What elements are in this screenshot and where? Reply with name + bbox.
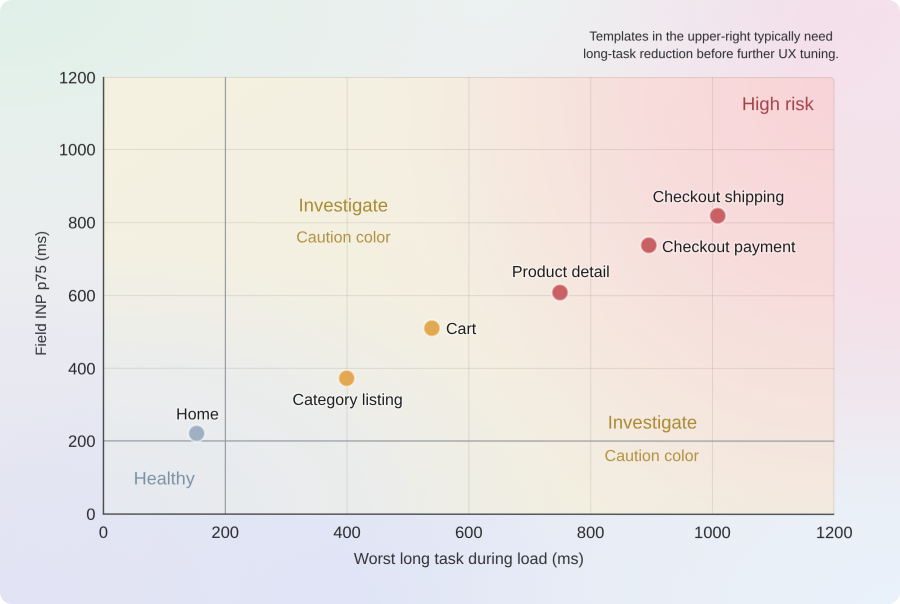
svg-text:Investigate: Investigate	[608, 411, 697, 432]
svg-text:1200: 1200	[59, 69, 96, 87]
svg-text:Product detail: Product detail	[512, 264, 610, 281]
svg-text:Checkout shipping: Checkout shipping	[653, 189, 785, 206]
svg-text:0: 0	[86, 506, 95, 524]
svg-text:600: 600	[455, 524, 483, 542]
svg-text:Caution color: Caution color	[605, 448, 700, 465]
svg-text:0: 0	[99, 524, 108, 542]
svg-text:1000: 1000	[694, 524, 731, 542]
svg-text:High risk: High risk	[742, 93, 815, 114]
svg-text:Templates in the upper-right t: Templates in the upper-right typically n…	[589, 28, 833, 43]
svg-text:Investigate: Investigate	[299, 195, 388, 216]
svg-text:Healthy: Healthy	[134, 468, 195, 488]
svg-text:Field INP p75 (ms): Field INP p75 (ms)	[33, 231, 50, 356]
svg-text:long-task reduction before fur: long-task reduction before further UX tu…	[583, 46, 839, 61]
svg-text:600: 600	[68, 287, 96, 305]
svg-text:Caution color: Caution color	[296, 229, 391, 246]
svg-text:Checkout payment: Checkout payment	[662, 239, 796, 256]
svg-text:Home: Home	[176, 406, 219, 423]
svg-text:800: 800	[68, 215, 96, 233]
svg-text:Worst long task during load (m: Worst long task during load (ms)	[354, 551, 584, 568]
svg-text:Cart: Cart	[446, 321, 477, 338]
svg-text:Category listing: Category listing	[293, 392, 403, 409]
svg-text:1200: 1200	[816, 524, 853, 542]
svg-text:1000: 1000	[59, 141, 96, 159]
svg-text:400: 400	[68, 360, 96, 378]
svg-text:200: 200	[68, 433, 96, 451]
svg-text:400: 400	[333, 524, 361, 542]
svg-text:200: 200	[211, 524, 239, 542]
svg-text:800: 800	[577, 524, 605, 542]
